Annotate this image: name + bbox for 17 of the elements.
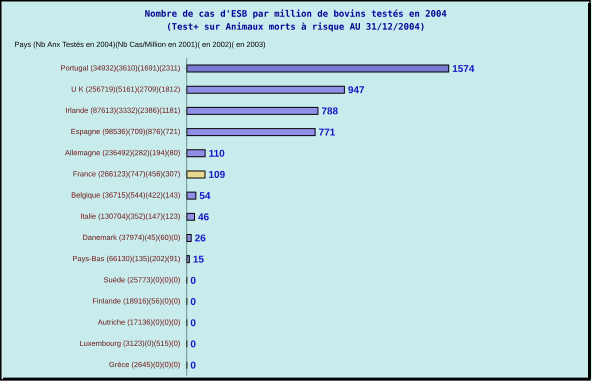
data-label: 0 — [190, 298, 196, 306]
data-label: 54 — [200, 192, 210, 200]
data-label: 788 — [322, 108, 338, 115]
data-label: 26 — [195, 234, 206, 242]
chart-title: Nombre de cas d'ESB par million de bovins testés en 2004 — [145, 10, 446, 19]
data-label: 0 — [190, 319, 196, 326]
data-label: 109 — [209, 171, 225, 178]
data-label: 771 — [319, 128, 335, 136]
data-label: 947 — [348, 86, 364, 94]
data-label: 15 — [193, 256, 204, 263]
data-label: 1574 — [452, 65, 474, 72]
chart-subtitle: (Test+ sur Animaux morts à risque AU 31/12/2004) — [168, 22, 424, 32]
data-label: 0 — [190, 276, 196, 284]
data-label: 0 — [190, 340, 196, 348]
data-label: 0 — [190, 362, 196, 369]
data-label: 46 — [198, 213, 209, 220]
data-label: 110 — [209, 150, 224, 157]
